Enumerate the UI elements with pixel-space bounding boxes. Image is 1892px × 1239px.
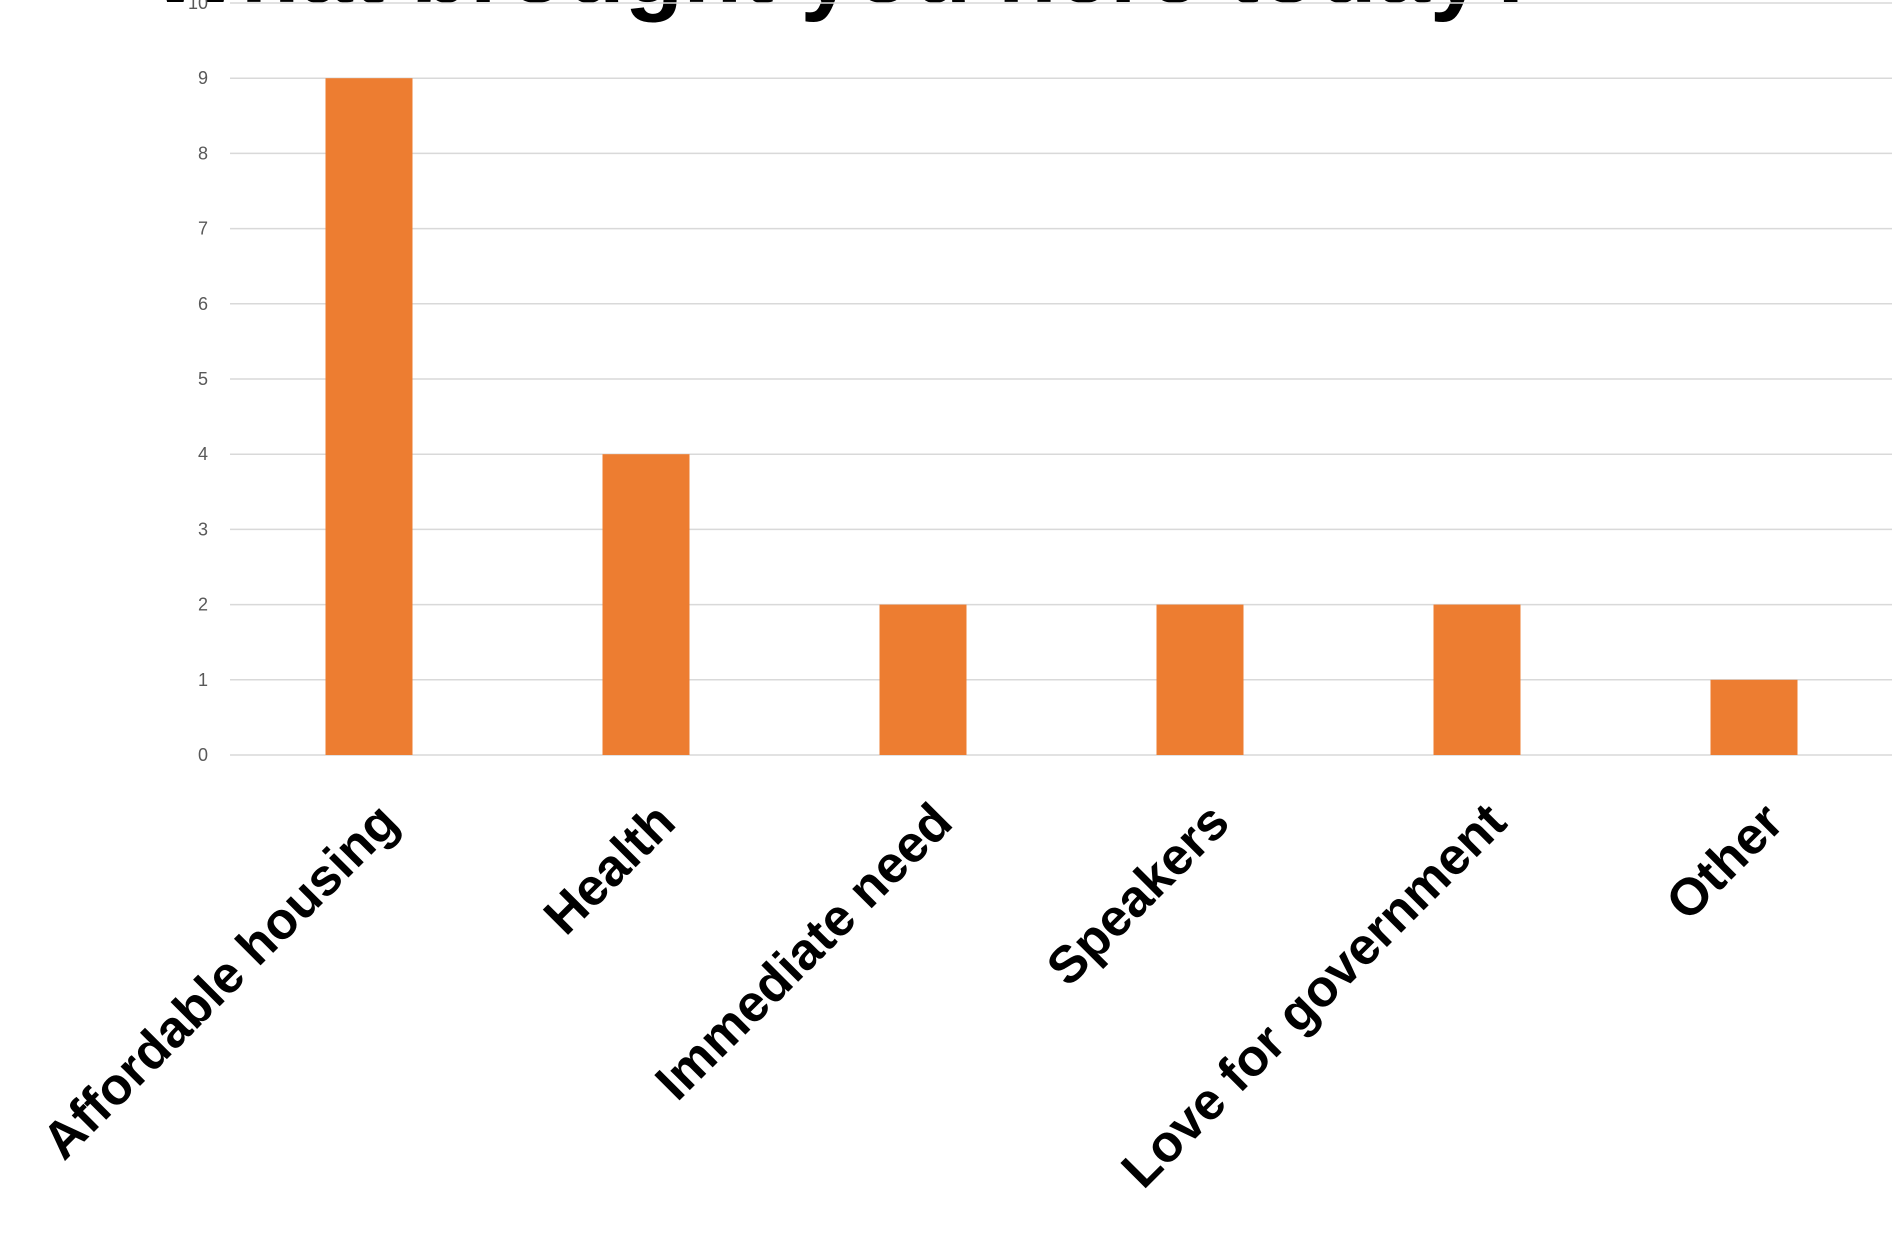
bar-immediate-need [879,604,967,755]
y-tick-label: 10 [188,0,208,13]
y-tick-label: 6 [198,294,208,314]
y-tick-label: 3 [198,519,208,539]
x-category-label: Immediate need [645,792,964,1111]
y-tick-label: 9 [198,68,208,88]
y-tick-label: 5 [198,369,208,389]
x-category-label: Speakers [1036,792,1241,997]
bar-love-for-government [1433,604,1521,755]
y-tick-label: 8 [198,143,208,163]
bars [325,78,1798,755]
x-category-label: Affordable housing [31,792,409,1170]
y-tick-label: 0 [198,745,208,765]
chart-title: What brought you here today? [150,0,1542,23]
bar-speakers [1156,604,1244,755]
y-tick-label: 1 [198,670,208,690]
gridlines [230,2,1892,756]
bar-affordable-housing [325,78,413,755]
x-category-label: Other [1655,792,1794,931]
y-tick-label: 2 [198,595,208,615]
y-tick-label: 4 [198,444,208,464]
bar-other [1710,679,1798,755]
y-axis-ticks: 0 1 2 3 4 5 6 7 8 9 10 [188,0,208,765]
bar-health [602,454,690,755]
y-tick-label: 7 [198,219,208,239]
x-category-label: Health [533,792,686,945]
